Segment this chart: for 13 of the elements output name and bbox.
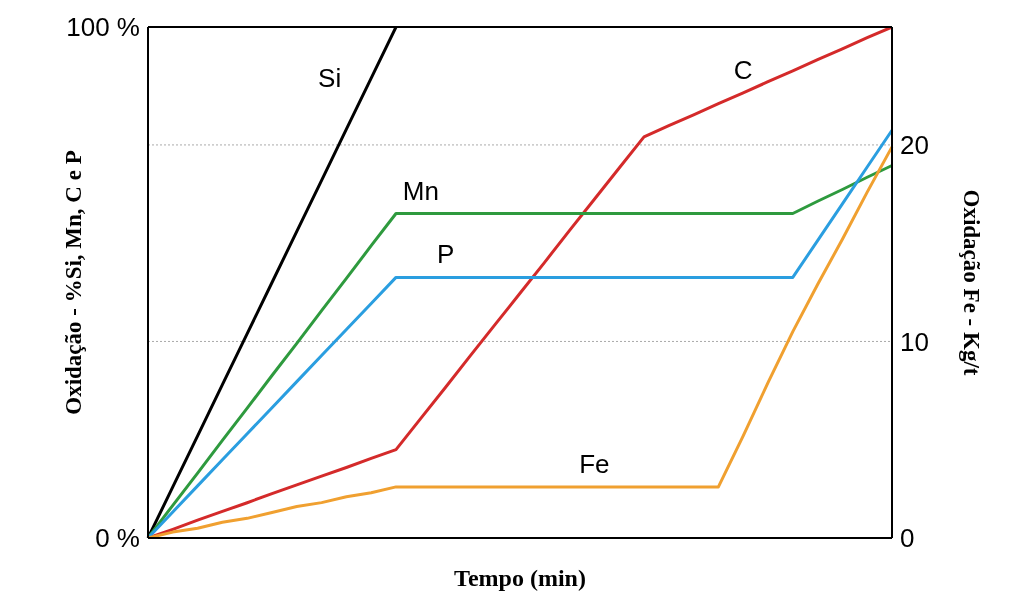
series-label: Mn (402, 175, 439, 206)
y-tick-label: 0 % (95, 523, 140, 554)
series-label: C (733, 54, 753, 85)
series-label: Fe (579, 448, 610, 479)
x-axis-title: Tempo (min) (454, 565, 586, 591)
y-axis-title: Oxidação - %Si, Mn, C e P (61, 150, 87, 415)
y2-tick-label: 10 (900, 326, 929, 357)
series-label: P (436, 239, 455, 270)
y2-tick-label: 20 (900, 130, 929, 161)
y-tick-label: 100 % (66, 12, 140, 43)
y2-tick-label: 0 (900, 523, 915, 554)
series-label: Si (318, 63, 342, 94)
y2-axis-title: Oxidação Fe - Kg/t (958, 189, 984, 376)
